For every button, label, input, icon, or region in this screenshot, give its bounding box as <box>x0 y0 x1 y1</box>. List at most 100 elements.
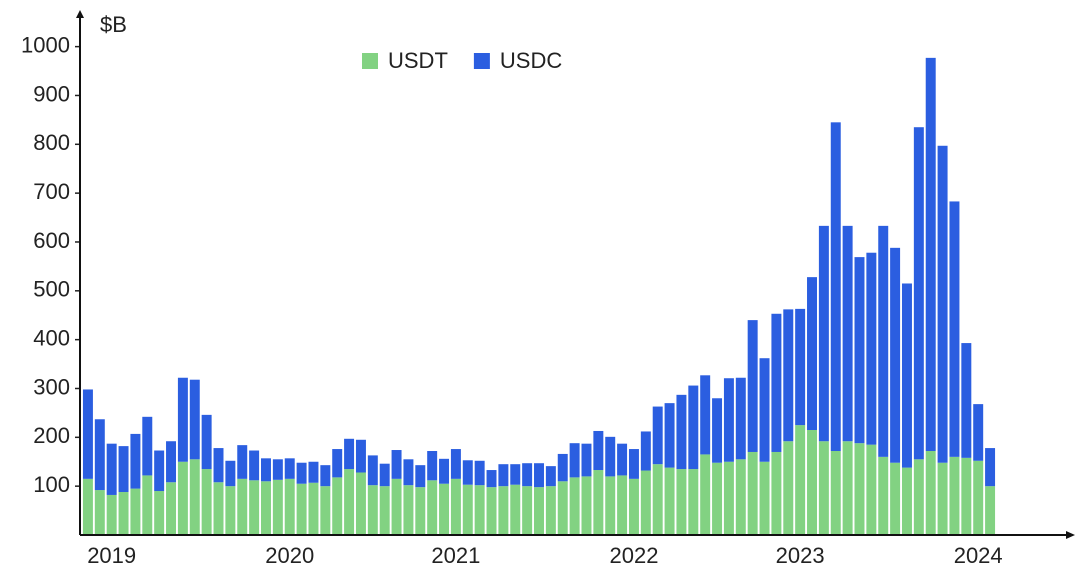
bar-segment <box>617 443 628 476</box>
bar-segment <box>154 450 165 492</box>
bar-segment <box>723 378 734 462</box>
bar-segment <box>771 451 782 535</box>
bar-segment <box>296 462 307 484</box>
bar-segment <box>818 225 829 442</box>
bar-segment <box>925 57 936 451</box>
bar-segment <box>462 484 473 535</box>
bar-segment <box>712 398 723 463</box>
bar-segment <box>439 483 450 535</box>
bar-segment <box>82 389 93 479</box>
bar-segment <box>272 479 283 535</box>
bar-segment <box>427 451 438 481</box>
bar-segment <box>652 464 663 535</box>
bar-segment <box>142 416 153 476</box>
bar-segment <box>142 475 153 535</box>
x-tick-label: 2024 <box>954 543 1003 568</box>
bar-segment <box>498 464 509 487</box>
bar-segment <box>901 467 912 535</box>
bar-segment <box>355 439 366 473</box>
bar-segment <box>593 430 604 471</box>
bar-segment <box>213 448 224 483</box>
bar-segment <box>830 451 841 535</box>
bar-segment <box>498 486 509 535</box>
bar-segment <box>391 450 402 479</box>
bar-segment <box>486 470 497 488</box>
bar-segment <box>166 482 177 535</box>
bar-segment <box>308 482 319 535</box>
bar-segment <box>854 257 865 444</box>
bar-segment <box>925 451 936 535</box>
bar-segment <box>118 446 129 493</box>
x-tick-label: 2021 <box>431 543 480 568</box>
y-tick-label: 800 <box>33 130 70 155</box>
bar-segment <box>261 481 271 535</box>
bar-segment <box>949 456 960 535</box>
bar-segment <box>296 483 307 535</box>
bar-segment <box>237 478 248 535</box>
bar-segment <box>450 449 461 479</box>
bar-segment <box>640 470 651 535</box>
bar-segment <box>771 313 782 452</box>
bar-segment <box>795 425 806 535</box>
bar-segment <box>545 486 556 535</box>
bar-segment <box>628 449 639 479</box>
bar-segment <box>284 478 295 535</box>
bar-segment <box>985 448 996 487</box>
bar-segment <box>486 487 497 535</box>
bar-segment <box>961 343 972 458</box>
bar-segment <box>581 476 592 535</box>
bar-segment <box>534 463 544 488</box>
bar-segment <box>189 459 200 535</box>
bar-segment <box>569 477 580 535</box>
bar-segment <box>106 443 117 495</box>
bar-segment <box>403 485 414 535</box>
bar-segment <box>154 491 165 535</box>
bar-segment <box>735 459 746 535</box>
bar-segment <box>890 247 901 463</box>
bar-segment <box>106 494 117 535</box>
bar-segment <box>557 481 568 535</box>
bar-segment <box>783 441 794 535</box>
bar-segment <box>866 252 877 445</box>
bar-segment <box>522 486 533 535</box>
bar-segment <box>617 475 628 535</box>
bar-segment <box>783 309 794 442</box>
bar-segment <box>712 462 723 535</box>
bar-segment <box>225 460 236 487</box>
bar-segment <box>652 406 663 465</box>
bar-segment <box>854 443 865 535</box>
y-axis-label: $B <box>100 12 127 37</box>
legend-label: USDC <box>500 48 562 73</box>
bar-segment <box>284 458 295 479</box>
bar-segment <box>913 459 924 535</box>
bar-segment <box>439 458 450 484</box>
y-tick-label: 200 <box>33 423 70 448</box>
bar-segment <box>177 461 188 535</box>
bar-segment <box>581 443 592 477</box>
bar-segment <box>830 122 841 451</box>
bar-segment <box>344 469 355 535</box>
bar-segment <box>700 454 711 535</box>
bar-segment <box>628 478 639 535</box>
y-tick-label: 600 <box>33 228 70 253</box>
bar-segment <box>605 476 616 535</box>
bar-segment <box>593 470 604 535</box>
bar-segment <box>700 375 711 455</box>
bar-segment <box>189 379 200 460</box>
x-axis-arrow <box>1066 531 1075 539</box>
bar-segment <box>640 431 651 471</box>
bar-segment <box>534 487 544 535</box>
bar-segment <box>735 377 746 460</box>
bar-segment <box>723 461 734 535</box>
bar-segment <box>569 443 580 478</box>
bar-segment <box>545 466 556 487</box>
bar-segment <box>379 486 390 535</box>
bar-segment <box>177 377 188 462</box>
bar-segment <box>450 478 461 535</box>
bar-segment <box>249 480 260 535</box>
bar-segment <box>961 457 972 535</box>
bar-segment <box>688 469 699 535</box>
bar-segment <box>557 453 568 482</box>
y-tick-label: 100 <box>33 472 70 497</box>
y-tick-label: 500 <box>33 277 70 302</box>
